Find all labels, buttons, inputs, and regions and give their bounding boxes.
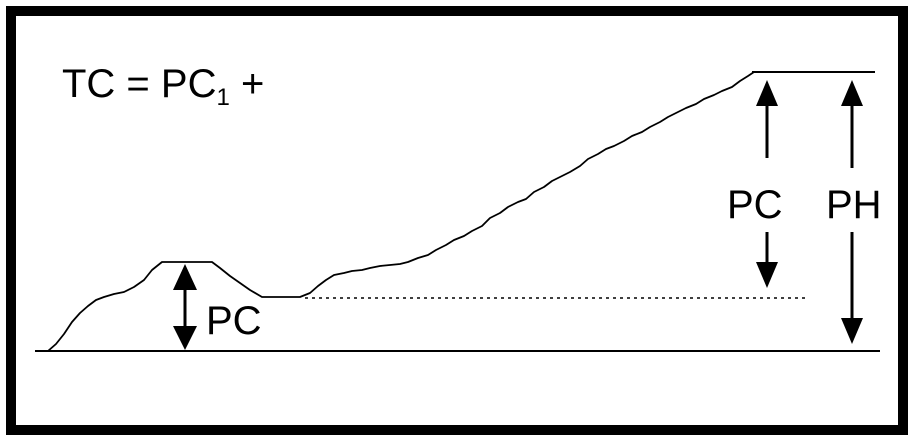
ph-arrow-down-head [841,318,863,344]
formula-text: TC = PC1 + [62,62,264,111]
pc-small-arrow-up-head [173,264,197,290]
formula-lhs: TC = PC [62,62,216,106]
pc-large-label: PC [727,183,783,227]
pc-small-arrow-down-head [173,326,197,350]
ph-label: PH [826,183,882,227]
diagram-frame [6,6,908,435]
pc-large-arrow-down-head [756,262,778,288]
terrain-profile-line [47,71,755,352]
formula-subscript: 1 [216,84,229,111]
ph-arrow-up-head [841,80,863,106]
formula-rhs: + [230,62,264,106]
pc-small-label: PC [206,299,262,343]
pc-large-arrow-up-head [756,80,778,106]
